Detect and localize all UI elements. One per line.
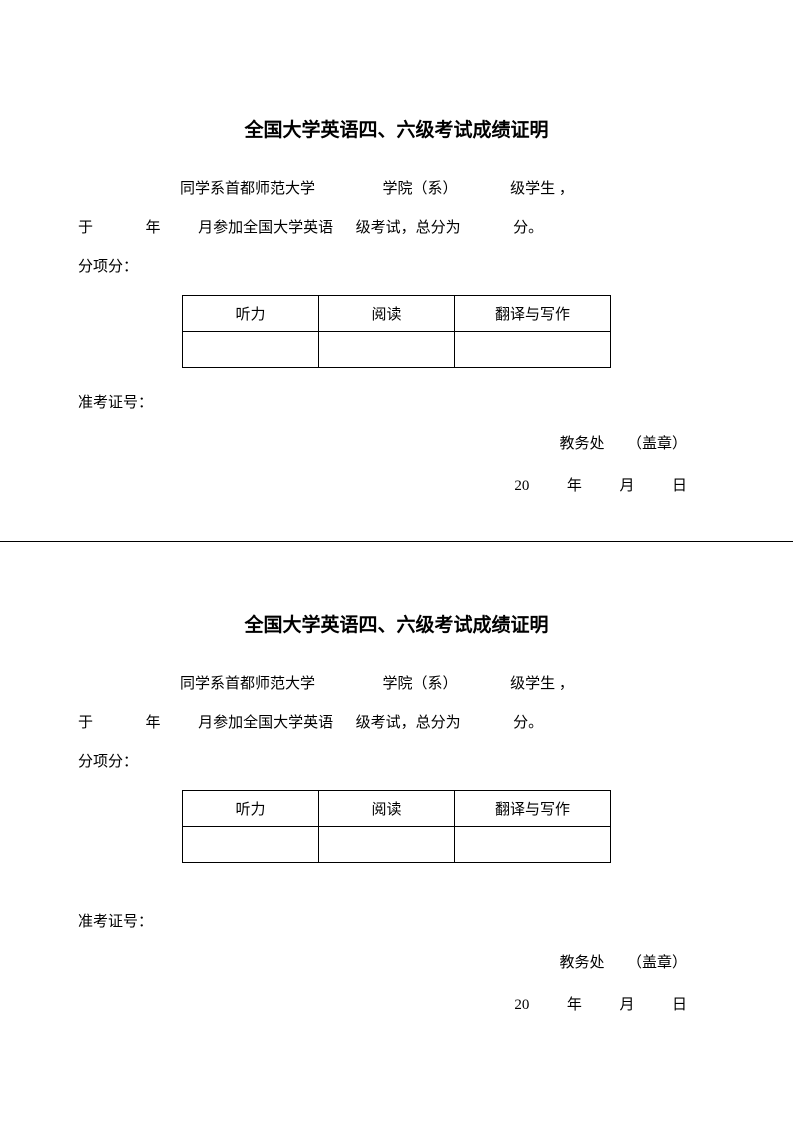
office-label: 教务处 xyxy=(559,436,604,452)
blank-level xyxy=(337,220,352,236)
value-listening xyxy=(183,332,319,368)
blank-d xyxy=(638,478,668,494)
date-line: 20 年 月 日 xyxy=(78,984,687,1026)
blank-m xyxy=(586,997,616,1013)
date-month: 月 xyxy=(619,997,634,1013)
score-table: 听力 阅读 翻译与写作 xyxy=(182,295,611,368)
value-translation-writing xyxy=(455,827,611,863)
month-label: 月参加全国大学英语 xyxy=(198,715,333,731)
certificate-top: 全国大学英语四、六级考试成绩证明 同学系首都师范大学 学院（系） 级学生 ， 于… xyxy=(0,0,793,507)
blank-year xyxy=(97,715,142,731)
year-label: 年 xyxy=(146,715,161,731)
blank-score xyxy=(464,715,509,731)
blank-year xyxy=(97,220,142,236)
suffix-text: 级学生 ， xyxy=(510,676,574,692)
exam-id-label: 准考证号： xyxy=(78,384,715,423)
sub-scores-label: 分项分： xyxy=(78,743,715,782)
exam-id-label: 准考证号： xyxy=(78,903,715,942)
yu-label: 于 xyxy=(78,220,93,236)
blank-grade xyxy=(461,181,506,197)
student-info-line-2: 于 年 月参加全国大学英语 级考试，总分为 分。 xyxy=(78,704,715,743)
table-value-row xyxy=(183,827,611,863)
table-value-row xyxy=(183,332,611,368)
spacer xyxy=(608,955,623,971)
footer-block: 教务处 （盖章） 20 年 月 日 xyxy=(78,942,715,1026)
level-label: 级考试，总分为 xyxy=(356,220,461,236)
blank-level xyxy=(337,715,352,731)
student-info-line-2: 于 年 月参加全国大学英语 级考试，总分为 分。 xyxy=(78,209,715,248)
date-prefix: 20 xyxy=(514,478,529,494)
header-reading: 阅读 xyxy=(319,296,455,332)
spacer-block xyxy=(78,879,715,903)
date-year: 年 xyxy=(567,478,582,494)
year-label: 年 xyxy=(146,220,161,236)
header-listening: 听力 xyxy=(183,791,319,827)
value-reading xyxy=(319,827,455,863)
office-line: 教务处 （盖章） xyxy=(78,423,687,465)
value-listening xyxy=(183,827,319,863)
suffix-text: 级学生 ， xyxy=(510,181,574,197)
date-day: 日 xyxy=(672,997,687,1013)
spacer xyxy=(608,436,623,452)
seal-label: （盖章） xyxy=(627,436,687,452)
blank-score xyxy=(464,220,509,236)
level-label: 级考试，总分为 xyxy=(356,715,461,731)
value-reading xyxy=(319,332,455,368)
seal-label: （盖章） xyxy=(627,955,687,971)
table-header-row: 听力 阅读 翻译与写作 xyxy=(183,791,611,827)
certificate-title: 全国大学英语四、六级考试成绩证明 xyxy=(78,115,715,142)
score-label: 分。 xyxy=(513,715,543,731)
table-header-row: 听力 阅读 翻译与写作 xyxy=(183,296,611,332)
date-prefix: 20 xyxy=(514,997,529,1013)
college-label: 学院（系） xyxy=(383,676,458,692)
header-translation-writing: 翻译与写作 xyxy=(455,791,611,827)
blank-d xyxy=(638,997,668,1013)
student-info-line-1: 同学系首都师范大学 学院（系） 级学生 ， xyxy=(78,665,715,704)
footer-block: 教务处 （盖章） 20 年 月 日 xyxy=(78,423,715,507)
header-listening: 听力 xyxy=(183,296,319,332)
header-translation-writing: 翻译与写作 xyxy=(455,296,611,332)
prefix-text: 同学系首都师范大学 xyxy=(180,676,315,692)
blank-college xyxy=(319,181,379,197)
blank-y xyxy=(533,997,563,1013)
student-info-line-1: 同学系首都师范大学 学院（系） 级学生 ， xyxy=(78,170,715,209)
header-reading: 阅读 xyxy=(319,791,455,827)
office-line: 教务处 （盖章） xyxy=(78,942,687,984)
date-year: 年 xyxy=(567,997,582,1013)
office-label: 教务处 xyxy=(559,955,604,971)
score-label: 分。 xyxy=(513,220,543,236)
blank-grade xyxy=(461,676,506,692)
blank-college xyxy=(319,676,379,692)
college-label: 学院（系） xyxy=(383,181,458,197)
date-month: 月 xyxy=(619,478,634,494)
value-translation-writing xyxy=(455,332,611,368)
score-table: 听力 阅读 翻译与写作 xyxy=(182,790,611,863)
date-day: 日 xyxy=(672,478,687,494)
blank-y xyxy=(533,478,563,494)
month-label: 月参加全国大学英语 xyxy=(198,220,333,236)
certificate-title: 全国大学英语四、六级考试成绩证明 xyxy=(78,610,715,637)
blank-month xyxy=(164,715,194,731)
blank-m xyxy=(586,478,616,494)
yu-label: 于 xyxy=(78,715,93,731)
date-line: 20 年 月 日 xyxy=(78,465,687,507)
sub-scores-label: 分项分： xyxy=(78,248,715,287)
certificate-bottom: 全国大学英语四、六级考试成绩证明 同学系首都师范大学 学院（系） 级学生 ， 于… xyxy=(0,542,793,1026)
prefix-text: 同学系首都师范大学 xyxy=(180,181,315,197)
blank-month xyxy=(164,220,194,236)
